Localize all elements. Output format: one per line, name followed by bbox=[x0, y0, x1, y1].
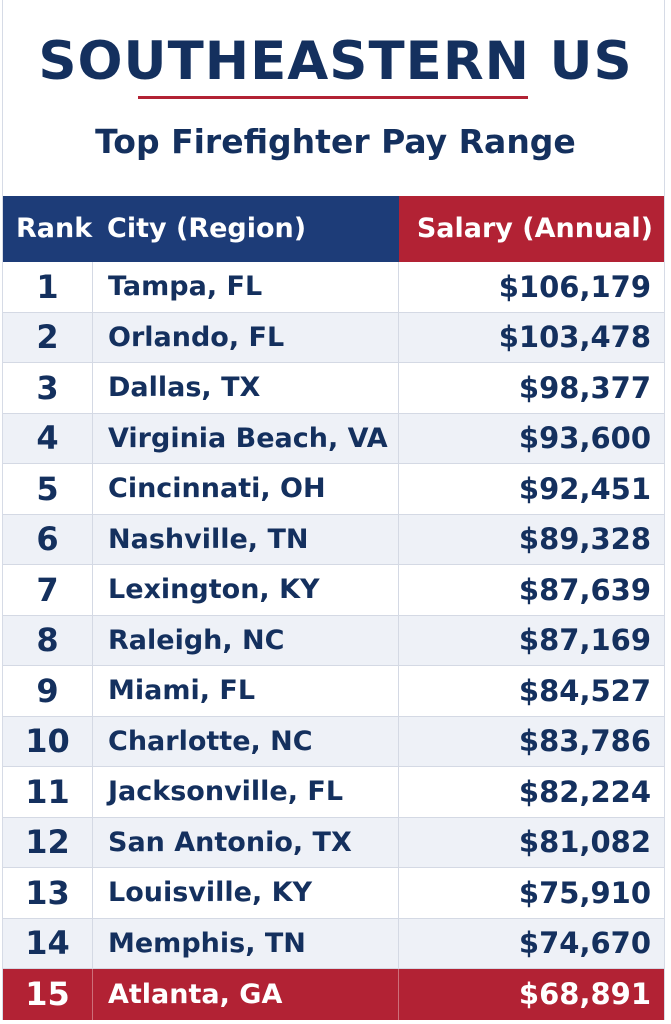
column-header-city: City (Region) bbox=[107, 213, 307, 244]
salary-cell: $68,891 bbox=[518, 977, 651, 1012]
city-cell: Dallas, TX bbox=[93, 363, 399, 413]
city-cell: Louisville, KY bbox=[93, 868, 399, 918]
city-cell: Jacksonville, FL bbox=[93, 767, 399, 817]
city-cell: Tampa, FL bbox=[93, 262, 399, 312]
salary-cell: $93,600 bbox=[518, 421, 651, 456]
rank-cell: 13 bbox=[3, 868, 93, 918]
table-row: 3 Dallas, TX $98,377 bbox=[3, 363, 664, 414]
rank-cell: 10 bbox=[3, 716, 93, 766]
city-cell: Charlotte, NC bbox=[93, 716, 399, 766]
rank-cell: 1 bbox=[3, 262, 93, 312]
table-body: 1 Tampa, FL $106,179 2 Orlando, FL $103,478 3 D… bbox=[3, 262, 664, 1020]
salary-cell: $87,639 bbox=[518, 572, 651, 607]
title-divider bbox=[138, 96, 528, 99]
rank-cell: 8 bbox=[3, 615, 93, 665]
table-row: 6 Nashville, TN $89,328 bbox=[3, 514, 664, 565]
table-row: 8 Raleigh, NC $87,169 bbox=[3, 615, 664, 666]
city-cell: Atlanta, GA bbox=[93, 969, 399, 1020]
column-header-rank: Rank bbox=[16, 213, 93, 244]
rank-cell: 7 bbox=[3, 565, 93, 615]
salary-cell: $98,377 bbox=[518, 370, 651, 405]
column-header-salary: Salary (Annual) bbox=[416, 213, 653, 244]
table-header-row: Rank City (Region) Salary (Annual) bbox=[3, 196, 664, 262]
salary-table: Rank City (Region) Salary (Annual) 1 Tamp… bbox=[3, 196, 664, 1020]
table-row: 7 Lexington, KY $87,639 bbox=[3, 565, 664, 616]
salary-cell: $74,670 bbox=[518, 926, 651, 961]
rank-cell: 12 bbox=[3, 817, 93, 867]
rank-cell: 4 bbox=[3, 413, 93, 463]
salary-cell: $103,478 bbox=[498, 320, 651, 355]
salary-cell: $81,082 bbox=[518, 825, 651, 860]
salary-cell: $83,786 bbox=[518, 724, 651, 759]
salary-cell: $106,179 bbox=[498, 269, 651, 304]
salary-cell: $92,451 bbox=[518, 471, 651, 506]
rank-cell: 2 bbox=[3, 312, 93, 362]
table-row: 1 Tampa, FL $106,179 bbox=[3, 262, 664, 313]
city-cell: Raleigh, NC bbox=[93, 615, 399, 665]
table-row: 2 Orlando, FL $103,478 bbox=[3, 312, 664, 363]
salary-cell: $75,910 bbox=[518, 875, 651, 910]
page-subtitle: Top Firefighter Pay Range bbox=[95, 122, 576, 161]
table-row: 13 Louisville, KY $75,910 bbox=[3, 868, 664, 919]
city-cell: Memphis, TN bbox=[93, 918, 399, 968]
rank-cell: 11 bbox=[3, 767, 93, 817]
table-row: 5 Cincinnati, OH $92,451 bbox=[3, 464, 664, 515]
table-row: 4 Virginia Beach, VA $93,600 bbox=[3, 413, 664, 464]
rank-cell: 15 bbox=[3, 969, 93, 1020]
page-title: SOUTHEASTERN US bbox=[38, 31, 633, 92]
rank-cell: 9 bbox=[3, 666, 93, 716]
rank-cell: 5 bbox=[3, 464, 93, 514]
table-row: 9 Miami, FL $84,527 bbox=[3, 666, 664, 717]
city-cell: Virginia Beach, VA bbox=[93, 413, 399, 463]
rank-cell: 6 bbox=[3, 514, 93, 564]
city-cell: Orlando, FL bbox=[93, 312, 399, 362]
rank-cell: 3 bbox=[3, 363, 93, 413]
table-row: 11 Jacksonville, FL $82,224 bbox=[3, 767, 664, 818]
city-cell: Miami, FL bbox=[93, 666, 399, 716]
city-cell: Cincinnati, OH bbox=[93, 464, 399, 514]
salary-cell: $89,328 bbox=[518, 522, 651, 557]
table-row: 14 Memphis, TN $74,670 bbox=[3, 918, 664, 969]
city-cell: San Antonio, TX bbox=[93, 817, 399, 867]
table-row: 10 Charlotte, NC $83,786 bbox=[3, 716, 664, 767]
salary-cell: $84,527 bbox=[518, 673, 651, 708]
city-cell: Nashville, TN bbox=[93, 514, 399, 564]
salary-cell: $87,169 bbox=[518, 623, 651, 658]
salary-cell: $82,224 bbox=[518, 774, 651, 809]
rank-cell: 14 bbox=[3, 918, 93, 968]
table-row: 15 Atlanta, GA $68,891 bbox=[3, 969, 664, 1020]
table-row: 12 San Antonio, TX $81,082 bbox=[3, 817, 664, 868]
city-cell: Lexington, KY bbox=[93, 565, 399, 615]
